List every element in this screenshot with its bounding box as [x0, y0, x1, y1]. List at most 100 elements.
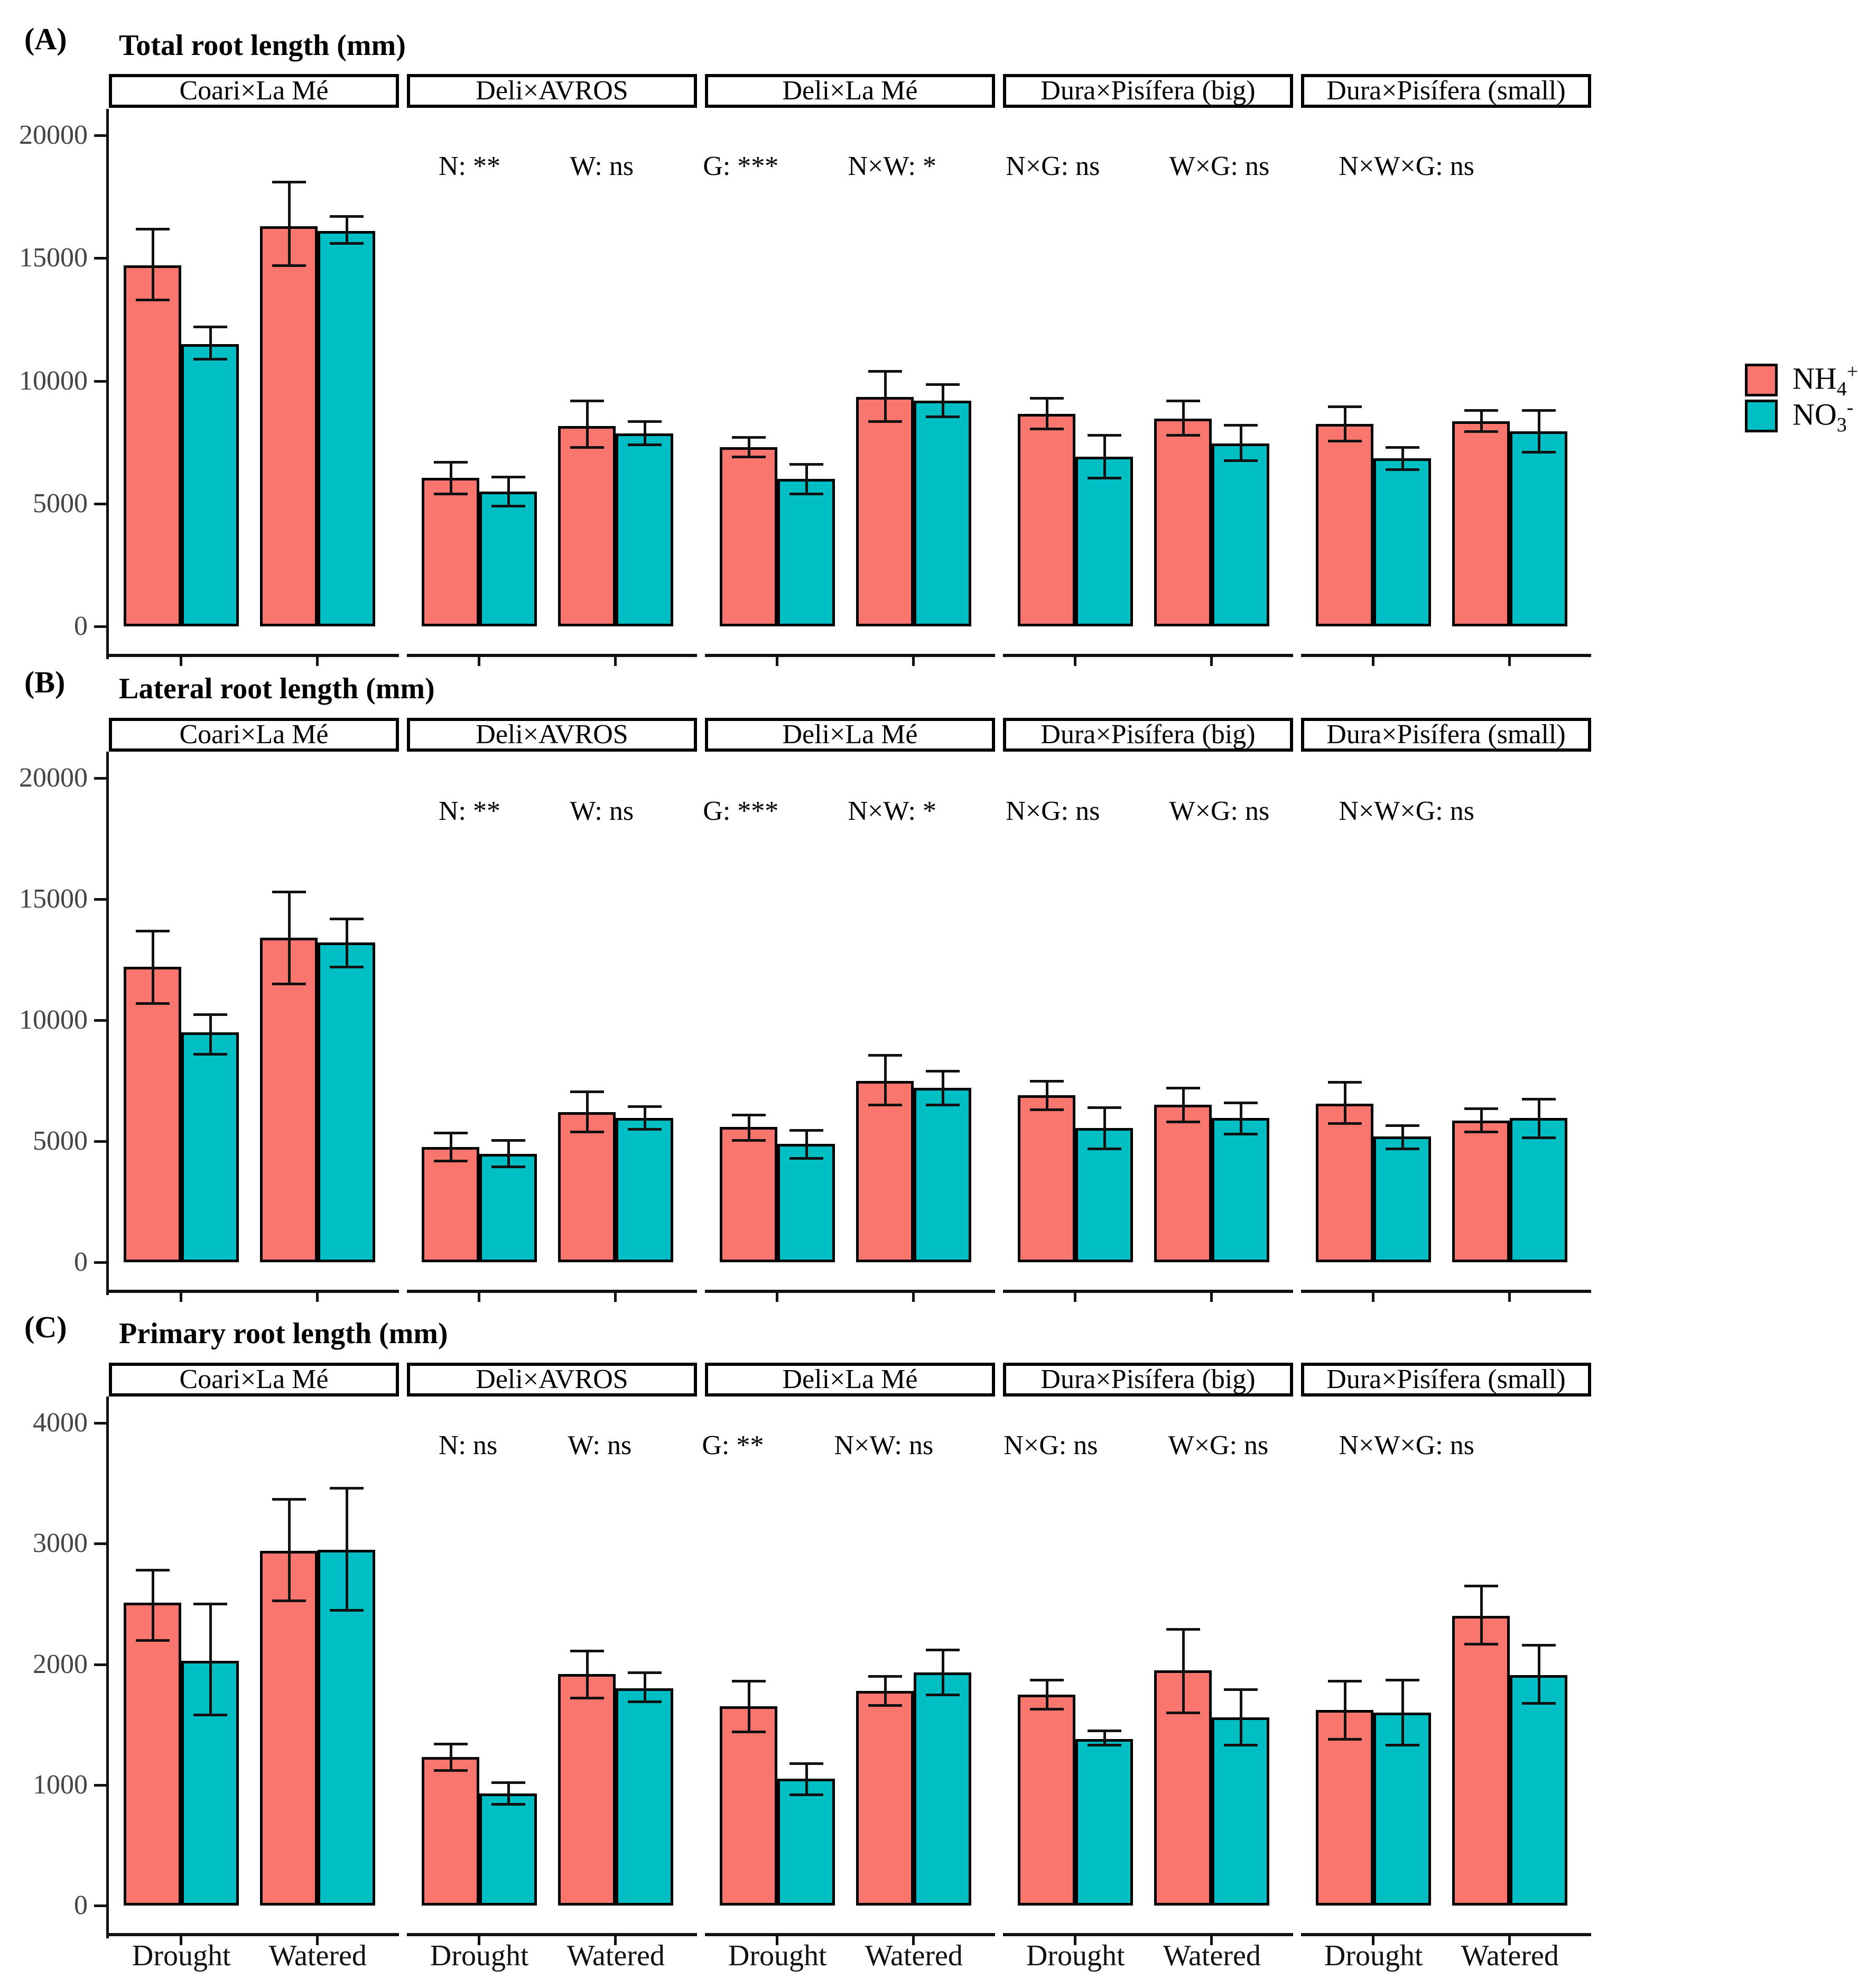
error-bar-cap-bottom — [1521, 1702, 1556, 1705]
error-bar-line — [1182, 1088, 1185, 1122]
x-tick-mark — [180, 1936, 183, 1945]
error-bar-cap-bottom — [135, 299, 170, 302]
error-bar-line — [747, 1681, 750, 1732]
facet-strip-label: Deli×AVROS — [476, 719, 628, 750]
x-tick-mark — [316, 1936, 319, 1945]
facet-strip-label: Coari×La Mé — [179, 1364, 329, 1394]
y-tick-label: 1000 — [33, 1769, 88, 1800]
panel-title: Primary root length (mm) — [119, 1317, 448, 1350]
panel-letter: (A) — [24, 22, 67, 56]
error-bar-cap-top — [1521, 1097, 1556, 1101]
error-bar-cap-bottom — [1087, 476, 1121, 479]
y-tick-label: 15000 — [19, 884, 88, 914]
stats-item: N×W×G: ns — [1339, 151, 1474, 181]
facet-strip-label: Dura×Pisífera (big) — [1041, 719, 1256, 750]
error-bar-cap-bottom — [627, 1128, 662, 1131]
y-axis-line — [106, 1397, 109, 1938]
bar-no3 — [479, 491, 537, 626]
error-bar-cap-top — [1223, 424, 1258, 427]
error-bar-cap-top — [272, 181, 306, 184]
error-bar-cap-top — [135, 227, 170, 230]
bar-nh4 — [558, 426, 616, 626]
error-bar-cap-top — [1166, 1087, 1200, 1090]
bar-nh4 — [1018, 1694, 1076, 1906]
stats-item: W×G: ns — [1169, 151, 1270, 181]
error-bar-cap-top — [570, 399, 604, 402]
error-bar-cap-top — [1521, 409, 1556, 412]
error-bar-line — [507, 1782, 510, 1805]
x-axis-line — [1301, 1933, 1591, 1936]
error-bar-cap-top — [868, 1675, 902, 1678]
legend-label-sup: + — [1846, 360, 1858, 383]
bar-nh4 — [1452, 421, 1510, 626]
stats-item: W×G: ns — [1169, 796, 1270, 826]
x-axis-line — [407, 1933, 697, 1936]
error-bar-cap-bottom — [789, 1793, 823, 1796]
stats-item: N×W: * — [848, 796, 936, 826]
error-bar-line — [747, 1114, 750, 1140]
facet-strip-label: Coari×La Mé — [179, 76, 329, 106]
error-bar-cap-bottom — [570, 1130, 604, 1133]
error-bar-cap-bottom — [272, 1599, 306, 1602]
y-tick-label: 0 — [74, 1247, 88, 1277]
error-bar-cap-bottom — [193, 357, 227, 360]
error-bar-cap-bottom — [789, 493, 823, 496]
x-tick-mark — [316, 1293, 319, 1302]
x-tick-mark — [1074, 1293, 1077, 1302]
stats-item: N×W: * — [848, 151, 936, 181]
facet-strip-label: Deli×La Mé — [782, 719, 918, 750]
y-tick-mark — [94, 134, 106, 137]
bar-no3 — [181, 1032, 239, 1262]
y-tick-mark — [94, 1783, 106, 1787]
bar-nh4 — [856, 1690, 914, 1906]
error-bar-cap-bottom — [868, 1704, 902, 1707]
error-bar-line — [449, 1132, 452, 1161]
error-bar-cap-bottom — [1029, 428, 1064, 431]
x-group-label: Watered — [1163, 1939, 1261, 1972]
error-bar-cap-top — [135, 1569, 170, 1572]
facet-strip-label: Deli×AVROS — [476, 76, 628, 106]
error-bar-cap-bottom — [627, 443, 662, 447]
error-bar-line — [1401, 1125, 1404, 1149]
error-bar-cap-bottom — [1029, 1108, 1064, 1112]
error-bar-line — [1343, 406, 1346, 441]
error-bar-cap-bottom — [1223, 459, 1258, 463]
bar-nh4 — [1316, 423, 1374, 626]
error-bar-cap-top — [570, 1090, 604, 1094]
legend-label-sub: 4 — [1836, 377, 1847, 400]
facet-strip-label: Dura×Pisífera (small) — [1326, 719, 1566, 750]
stats-item: G: *** — [703, 151, 779, 181]
x-axis-line — [705, 1290, 995, 1293]
error-bar-cap-bottom — [193, 1053, 227, 1056]
error-bar-cap-bottom — [193, 1714, 227, 1717]
error-bar-cap-bottom — [135, 1639, 170, 1642]
error-bar-line — [1103, 434, 1106, 478]
stats-item: W×G: ns — [1168, 1430, 1269, 1460]
bar-nh4 — [124, 265, 182, 626]
x-tick-mark — [776, 657, 779, 666]
bar-no3 — [777, 479, 835, 626]
y-axis-line — [106, 752, 109, 1295]
error-bar-cap-top — [925, 383, 960, 386]
stats-item: N×G: ns — [1004, 1430, 1098, 1460]
error-bar-line — [941, 384, 944, 417]
y-tick-mark — [94, 1140, 106, 1143]
error-bar-line — [287, 1499, 291, 1601]
x-axis-line — [705, 1933, 995, 1936]
error-bar-cap-top — [433, 460, 468, 464]
error-bar-cap-bottom — [1521, 451, 1556, 454]
bar-no3 — [1510, 1118, 1568, 1262]
error-bar-cap-top — [1464, 409, 1498, 412]
error-bar-cap-bottom — [925, 415, 960, 418]
error-bar-cap-bottom — [272, 983, 306, 986]
error-bar-line — [151, 1570, 154, 1640]
x-group-label: Watered — [865, 1939, 963, 1972]
bar-nh4 — [1154, 419, 1212, 626]
bar-no3 — [1212, 443, 1270, 626]
stats-item: N: ns — [439, 1430, 498, 1460]
x-group-label: Watered — [268, 1939, 367, 1972]
y-tick-label: 0 — [74, 1890, 88, 1920]
stats-item: N×W: ns — [834, 1430, 934, 1460]
y-tick-label: 15000 — [19, 243, 88, 273]
